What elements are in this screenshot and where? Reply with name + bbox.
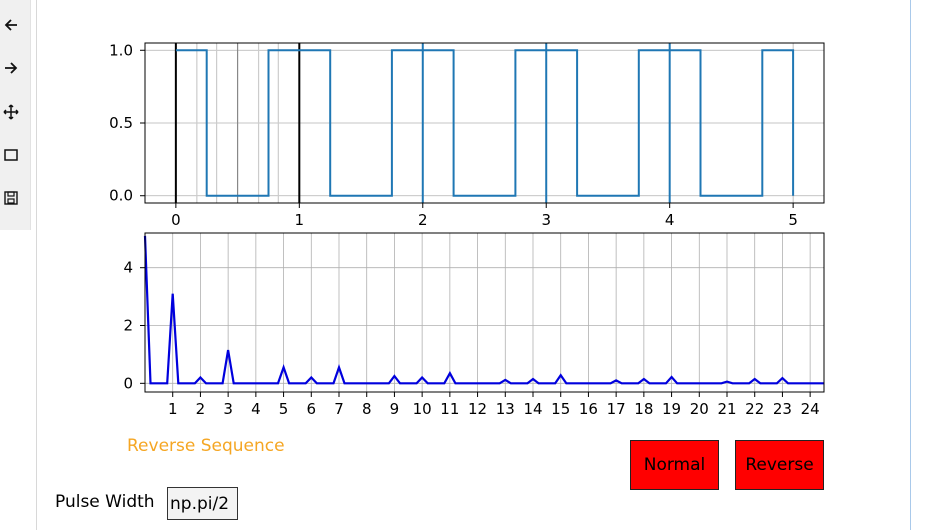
x-tick-label: 6 <box>307 400 317 418</box>
forward-arrow-icon[interactable] <box>0 51 28 85</box>
y-tick-label: 2 <box>123 317 133 335</box>
x-tick-label: 5 <box>788 211 798 229</box>
y-tick-label: 0.5 <box>109 114 133 132</box>
x-tick-label: 21 <box>717 400 736 418</box>
x-tick-label: 9 <box>390 400 400 418</box>
x-tick-label: 11 <box>440 400 459 418</box>
x-tick-label: 17 <box>607 400 626 418</box>
plot-toolbar <box>0 0 31 230</box>
reverse-button[interactable]: Reverse <box>735 440 824 490</box>
x-tick-label: 3 <box>223 400 233 418</box>
x-tick-label: 24 <box>801 400 820 418</box>
y-tick-label: 0 <box>123 374 133 392</box>
frame-left-border <box>36 0 37 530</box>
x-tick-label: 10 <box>413 400 432 418</box>
x-tick-label: 15 <box>551 400 570 418</box>
x-tick-label: 19 <box>662 400 681 418</box>
x-tick-label: 12 <box>468 400 487 418</box>
y-tick-label: 1.0 <box>109 41 133 59</box>
save-disk-icon[interactable] <box>0 181 28 215</box>
pulse-width-input[interactable] <box>167 487 238 520</box>
signal-plot: 0 1 2 3 4 5 0.0 0.5 1.0 <box>109 41 825 229</box>
plot-frame <box>144 232 825 393</box>
x-tick-label: 20 <box>690 400 709 418</box>
x-tick-label: 14 <box>523 400 542 418</box>
zoom-rect-icon[interactable] <box>0 138 28 172</box>
x-tick-label: 5 <box>279 400 289 418</box>
normal-button[interactable]: Normal <box>630 440 719 490</box>
x-tick-label: 16 <box>579 400 598 418</box>
y-tick-label: 0.0 <box>109 187 133 205</box>
back-arrow-icon[interactable] <box>0 8 28 42</box>
x-tick-label: 1 <box>295 211 305 229</box>
x-tick-label: 3 <box>541 211 551 229</box>
x-tick-label: 13 <box>496 400 515 418</box>
x-tick-label: 8 <box>362 400 372 418</box>
y-tick-label: 4 <box>123 259 133 277</box>
x-tick-label: 23 <box>773 400 792 418</box>
pan-move-icon[interactable] <box>0 95 28 129</box>
signal-series-line <box>175 49 795 197</box>
x-tick-label: 0 <box>171 211 181 229</box>
x-tick-label: 4 <box>251 400 261 418</box>
x-tick-label: 2 <box>196 400 206 418</box>
x-tick-label: 4 <box>665 211 675 229</box>
frame-right-border <box>910 0 911 530</box>
x-tick-label: 7 <box>334 400 344 418</box>
spectrum-series-line <box>143 235 824 385</box>
x-tick-label: 2 <box>418 211 428 229</box>
sequence-status-text: Reverse Sequence <box>127 436 285 456</box>
pulse-width-label: Pulse Width <box>55 492 155 512</box>
x-tick-label: 18 <box>634 400 653 418</box>
x-tick-label: 1 <box>168 400 178 418</box>
spectrum-plot: 1 2 3 4 5 6 7 8 9 10 11 12 13 14 15 16 17 18 19 20 21 22 23 240… <box>123 232 825 418</box>
x-tick-label: 22 <box>745 400 764 418</box>
